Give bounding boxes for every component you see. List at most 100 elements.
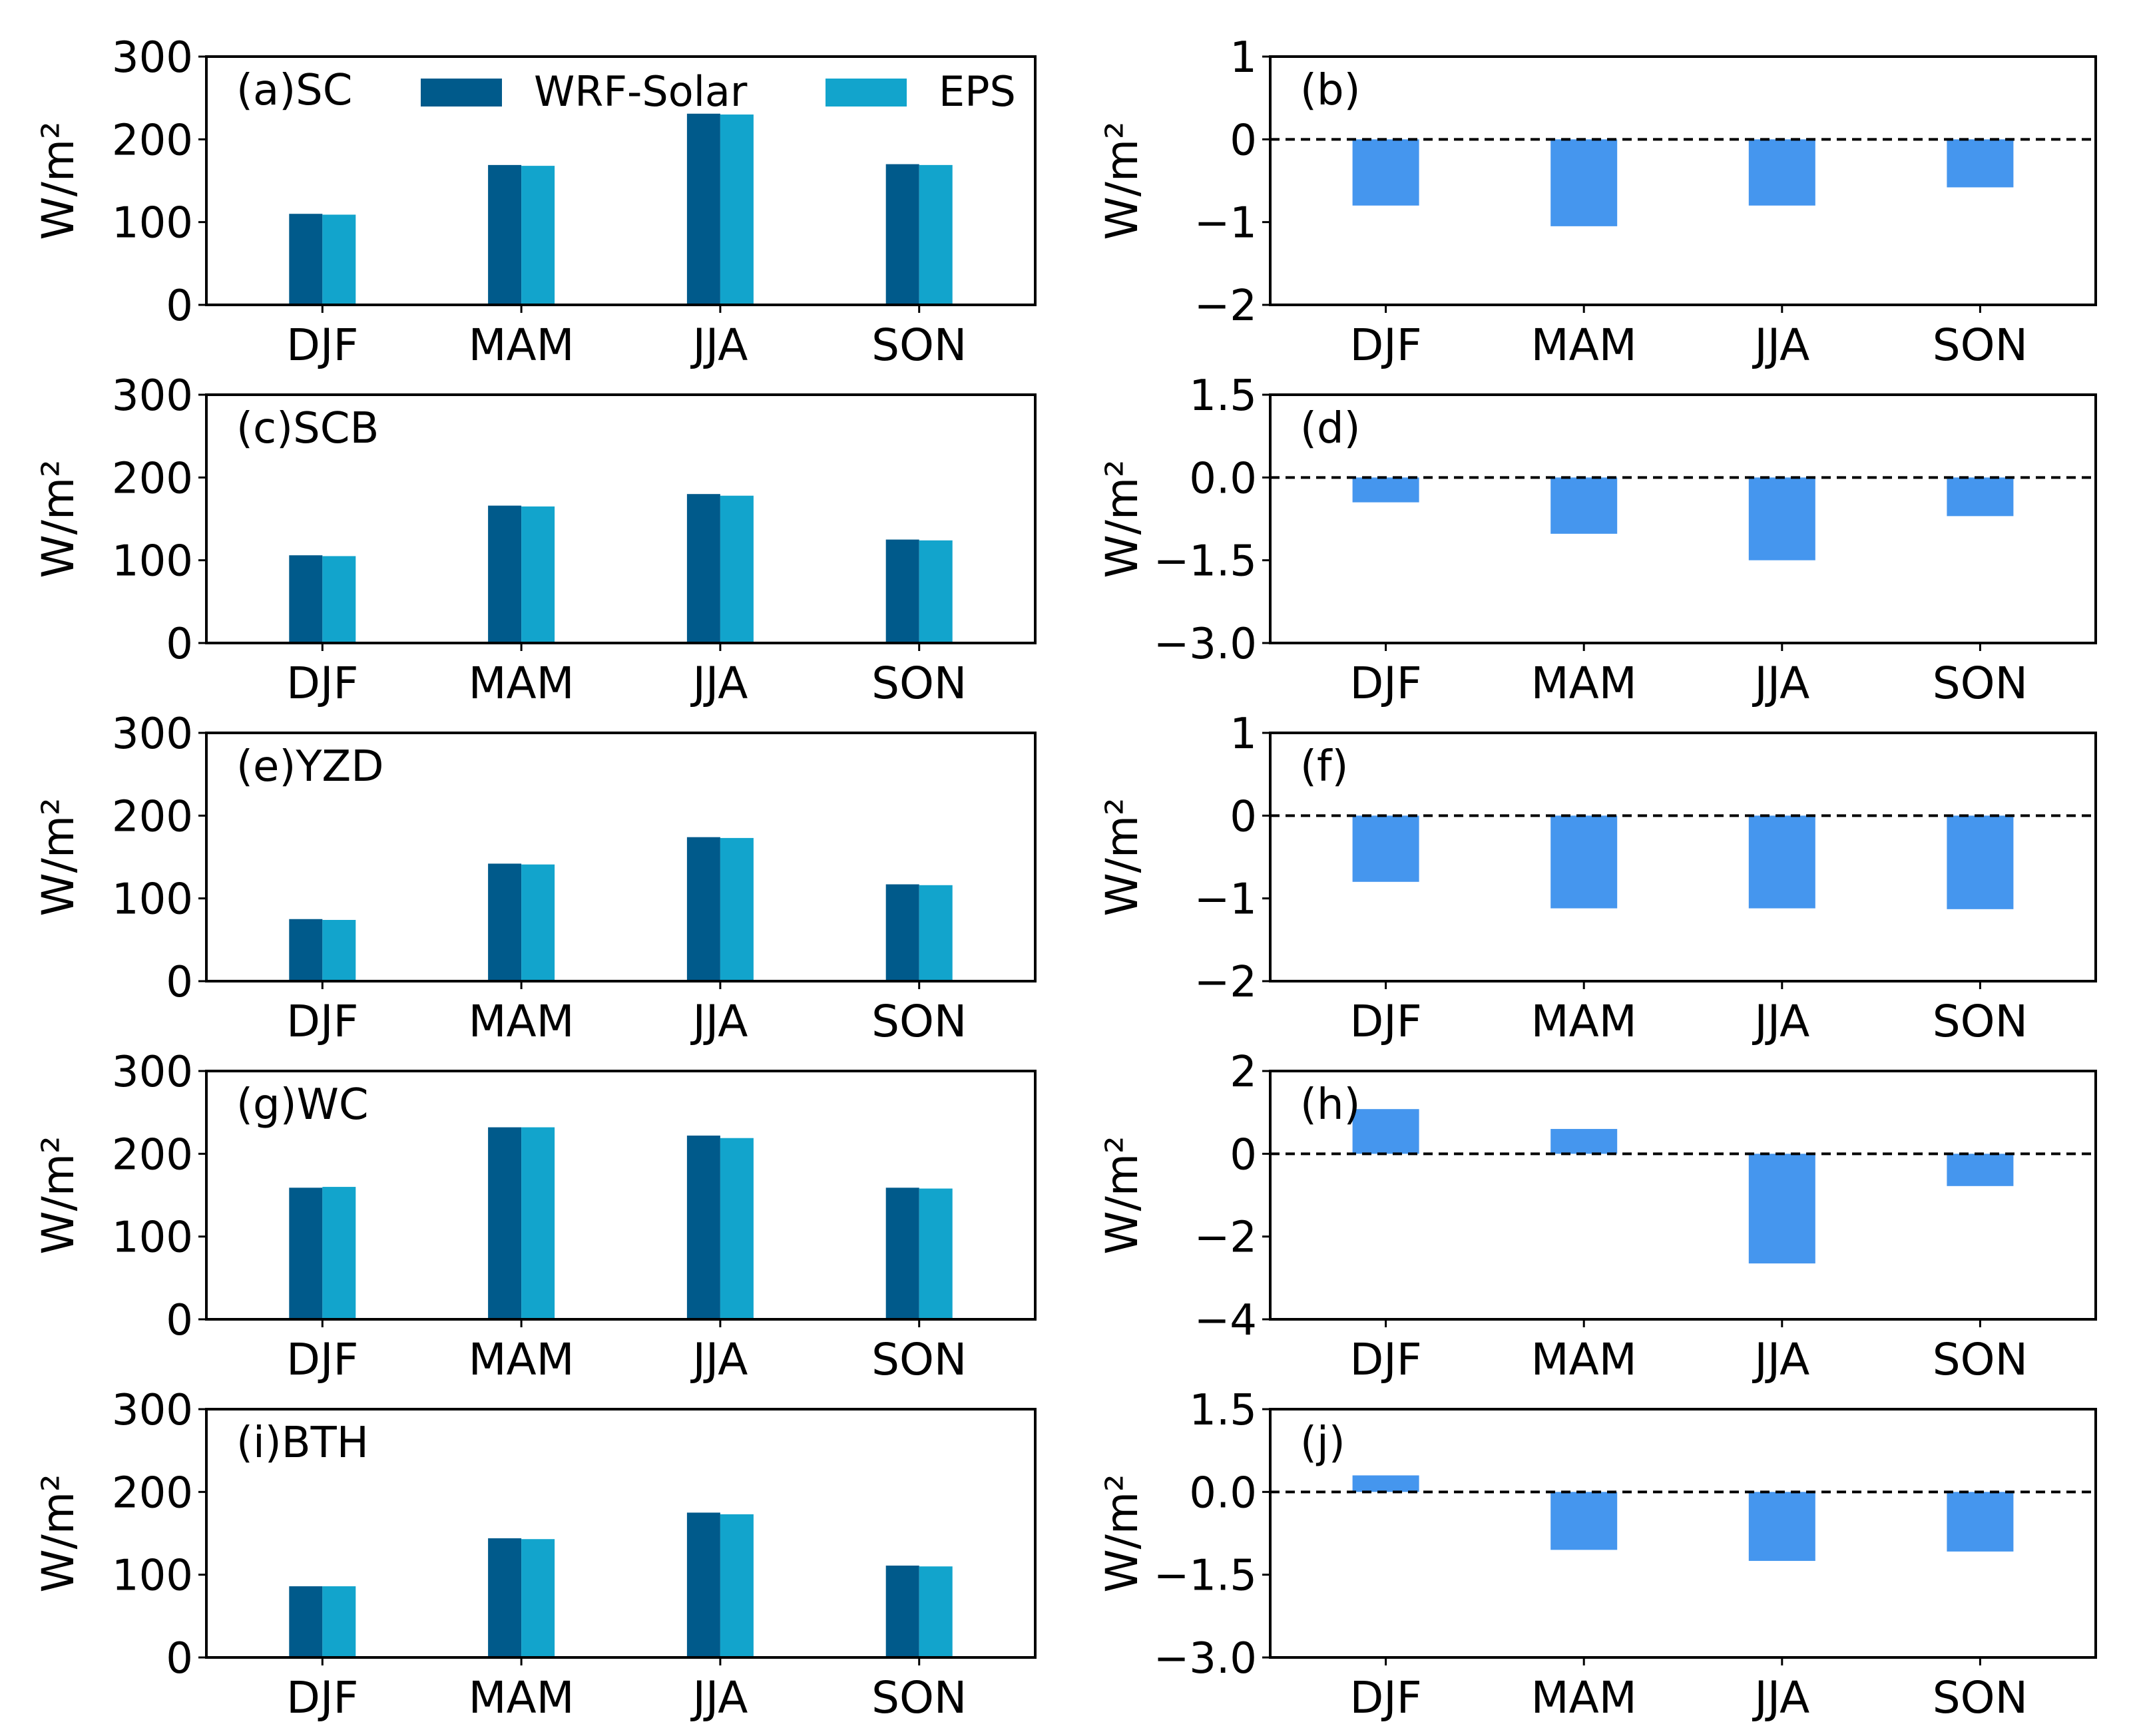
difference-bar-mam — [1550, 139, 1618, 226]
wrf-solar-bar-son — [885, 884, 919, 981]
panel-8: DJF MAM JJA SON −4 −2 0 2 W/m² (h) — [1096, 1048, 2097, 1385]
y-tick-label: −4 — [1194, 1296, 1257, 1345]
panel-4: DJF MAM JJA SON −3.0 −1.5 0.0 1.5 W/m² (d) — [1096, 371, 2097, 709]
difference-bar-son — [1947, 1154, 2014, 1186]
y-tick-label: −3.0 — [1154, 620, 1257, 669]
x-tick-label-mam: MAM — [1531, 1334, 1637, 1385]
y-tick-label: −2 — [1194, 282, 1257, 331]
axes-frame — [1269, 55, 2097, 306]
wrf-solar-bar-djf — [289, 919, 323, 981]
y-tick-label: 1.5 — [1189, 1386, 1257, 1435]
x-tick-label-son: SON — [1933, 658, 2028, 709]
difference-bar-mam — [1550, 815, 1618, 909]
eps-bar-jja — [720, 495, 754, 643]
y-tick-label: 1 — [1230, 710, 1257, 759]
axes-frame — [1269, 732, 2097, 982]
difference-bar-djf — [1352, 1475, 1419, 1492]
y-tick-label: −1.5 — [1154, 537, 1257, 586]
eps-bar-son — [919, 885, 953, 981]
y-tick-label: 300 — [112, 1386, 193, 1435]
x-tick-label-jja: JJA — [1752, 320, 1809, 371]
panel-label: (j) — [1300, 1418, 1345, 1468]
y-tick-label: 300 — [112, 33, 193, 83]
wrf-solar-bar-mam — [488, 164, 522, 305]
eps-bar-jja — [720, 1138, 754, 1319]
x-tick-label-mam: MAM — [469, 996, 575, 1047]
eps-bar-jja — [720, 114, 754, 306]
x-tick-label-jja: JJA — [1752, 658, 1809, 709]
axes-frame — [205, 55, 1037, 306]
y-tick-label: 300 — [112, 1048, 193, 1097]
x-tick-label-djf: DJF — [1349, 320, 1421, 371]
difference-bar-jja — [1748, 139, 1815, 206]
y-tick-label: 100 — [112, 875, 193, 925]
y-tick-label: −1 — [1194, 199, 1257, 248]
y-tick-label: 0 — [166, 282, 193, 331]
y-tick-label: −2 — [1194, 1213, 1257, 1263]
axes-frame — [1269, 1408, 2097, 1659]
eps-bar-son — [919, 1566, 953, 1657]
y-tick-label: 0.0 — [1189, 1468, 1257, 1518]
axes-frame — [205, 1408, 1037, 1659]
y-tick-label: 100 — [112, 537, 193, 586]
y-tick-label: −1 — [1194, 875, 1257, 925]
y-tick-label: 0 — [166, 1296, 193, 1345]
x-tick-label-son: SON — [871, 1334, 967, 1385]
x-tick-label-jja: JJA — [690, 658, 748, 709]
wrf-solar-bar-jja — [686, 837, 720, 981]
difference-bar-son — [1947, 477, 2014, 517]
panel-label: (d) — [1300, 404, 1361, 453]
difference-bar-djf — [1352, 477, 1419, 503]
difference-bar-djf — [1352, 815, 1419, 882]
eps-bar-jja — [720, 1514, 754, 1657]
x-tick-label-mam: MAM — [1531, 996, 1637, 1047]
wrf-solar-bar-son — [885, 1188, 919, 1319]
y-tick-label: 0 — [166, 958, 193, 1007]
panel-label: (a)SC — [236, 66, 352, 115]
panel-10: DJF MAM JJA SON −3.0 −1.5 0.0 1.5 W/m² (j) — [1096, 1386, 2097, 1723]
panel-label: (c)SCB — [236, 404, 379, 453]
difference-bar-mam — [1550, 1492, 1618, 1550]
panel-9: DJF MAM JJA SON 0 100 200 300 W/m² (i)BTH — [33, 1386, 1037, 1723]
panel-label: (b) — [1300, 66, 1361, 115]
y-tick-label: 0 — [1230, 1130, 1257, 1180]
wrf-solar-bar-djf — [289, 1586, 323, 1657]
x-tick-label-mam: MAM — [1531, 1672, 1637, 1723]
panel-5: DJF MAM JJA SON 0 100 200 300 W/m² (e)YZD — [33, 710, 1037, 1047]
x-tick-label-son: SON — [871, 658, 967, 709]
x-tick-label-mam: MAM — [1531, 658, 1637, 709]
y-axis-label: W/m² — [1096, 1474, 1148, 1592]
y-tick-label: 100 — [112, 199, 193, 248]
axes-frame — [205, 393, 1037, 644]
x-tick-label-jja: JJA — [1752, 1334, 1809, 1385]
x-tick-label-son: SON — [1933, 320, 2028, 371]
y-tick-label: 200 — [112, 454, 193, 503]
y-tick-label: −2 — [1194, 958, 1257, 1007]
eps-bar-mam — [521, 1127, 555, 1319]
y-axis-label: W/m² — [1096, 797, 1148, 916]
wrf-solar-bar-mam — [488, 1538, 522, 1657]
y-axis-label: W/m² — [33, 1136, 84, 1254]
wrf-solar-bar-son — [885, 539, 919, 643]
eps-bar-mam — [521, 506, 555, 643]
eps-bar-mam — [521, 1539, 555, 1657]
difference-bar-jja — [1748, 815, 1815, 909]
wrf-solar-bar-jja — [686, 113, 720, 306]
y-tick-label: 300 — [112, 371, 193, 421]
y-axis-label: W/m² — [33, 797, 84, 916]
y-tick-label: 200 — [112, 116, 193, 165]
axes-frame — [1269, 1070, 2097, 1321]
x-tick-label-djf: DJF — [286, 1334, 358, 1385]
wrf-solar-bar-mam — [488, 863, 522, 981]
panel-label: (i)BTH — [236, 1418, 369, 1468]
wrf-solar-bar-mam — [488, 1127, 522, 1319]
eps-bar-djf — [322, 556, 356, 643]
y-tick-label: −1.5 — [1154, 1552, 1257, 1601]
x-tick-label-mam: MAM — [1531, 320, 1637, 371]
eps-bar-djf — [322, 214, 356, 305]
y-tick-label: 100 — [112, 1213, 193, 1263]
x-tick-label-jja: JJA — [1752, 1672, 1809, 1723]
x-tick-label-jja: JJA — [1752, 996, 1809, 1047]
x-tick-label-djf: DJF — [286, 320, 358, 371]
